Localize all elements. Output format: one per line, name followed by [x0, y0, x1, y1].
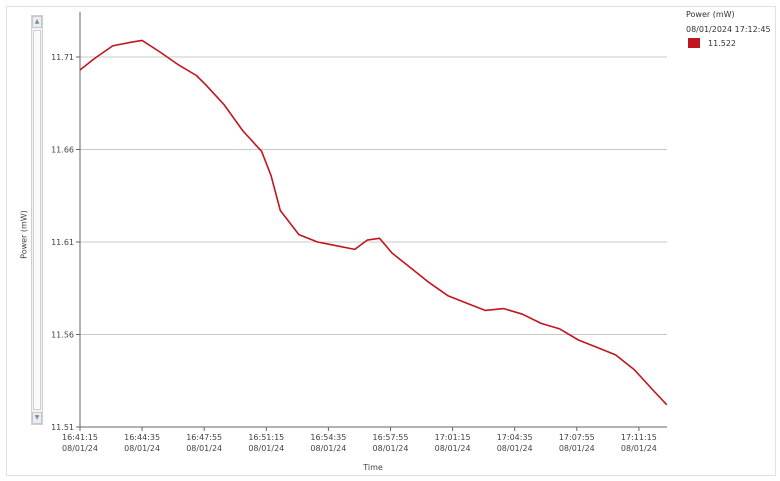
x-tick-labels: 16:41:15 08/01/24 16:44:35 08/01/24 16:47:55…	[62, 433, 657, 453]
series-group	[79, 39, 668, 406]
legend-entry[interactable]: 11.522	[686, 38, 776, 48]
x-tick-label-time: 17:11:15	[621, 433, 657, 442]
x-tick-label-time: 16:47:55	[186, 433, 222, 442]
x-tick-label-time: 16:57:55	[373, 433, 409, 442]
vertical-scrollbar[interactable]: ▲ ▼	[31, 15, 43, 425]
chevron-down-icon: ▼	[34, 414, 40, 421]
y-tick-label: 11.56	[51, 331, 74, 340]
x-tick-label-date: 08/01/24	[559, 444, 595, 453]
scroll-up-button[interactable]: ▲	[32, 16, 42, 28]
x-tick-label-date: 08/01/24	[248, 444, 284, 453]
legend: Power (mW) 08/01/2024 17:12:45 11.522	[686, 10, 776, 48]
scrollbar-thumb[interactable]	[33, 30, 41, 410]
x-tick-label-date: 08/01/24	[621, 444, 657, 453]
x-tick-label-time: 17:04:35	[497, 433, 533, 442]
y-tick-label: 11.51	[51, 423, 74, 432]
x-axis-label: Time	[362, 463, 383, 472]
x-tick-label-time: 17:01:15	[435, 433, 471, 442]
x-tick-label-date: 08/01/24	[124, 444, 160, 453]
legend-timestamp: 08/01/2024 17:12:45	[686, 25, 771, 34]
scroll-down-button[interactable]: ▼	[32, 412, 42, 424]
x-tick-label-time: 16:41:15	[62, 433, 98, 442]
x-tick-label-date: 08/01/24	[310, 444, 346, 453]
series-line-power	[79, 39, 668, 406]
y-tick-labels: 11.51 11.56 11.61 11.66 11.71	[51, 53, 74, 432]
legend-title: Power (mW)	[686, 10, 735, 19]
x-tick-label-time: 17:07:55	[559, 433, 595, 442]
legend-swatch	[688, 38, 700, 48]
y-tick-label: 11.71	[51, 53, 74, 62]
x-tick-label-date: 08/01/24	[186, 444, 222, 453]
y-tick-label: 11.61	[51, 238, 74, 247]
x-tick-label-date: 08/01/24	[62, 444, 98, 453]
x-tick-label-time: 16:54:35	[310, 433, 346, 442]
legend-value: 11.522	[708, 38, 736, 48]
chevron-up-icon: ▲	[34, 18, 40, 25]
axes	[76, 12, 667, 431]
x-tick-label-date: 08/01/24	[497, 444, 533, 453]
x-tick-label-time: 16:44:35	[124, 433, 160, 442]
x-tick-label-time: 16:51:15	[248, 433, 284, 442]
x-tick-label-date: 08/01/24	[435, 444, 471, 453]
x-tick-label-date: 08/01/24	[373, 444, 409, 453]
y-tick-label: 11.66	[51, 146, 74, 155]
chart-frame	[6, 6, 776, 476]
grid-lines	[80, 56, 667, 335]
